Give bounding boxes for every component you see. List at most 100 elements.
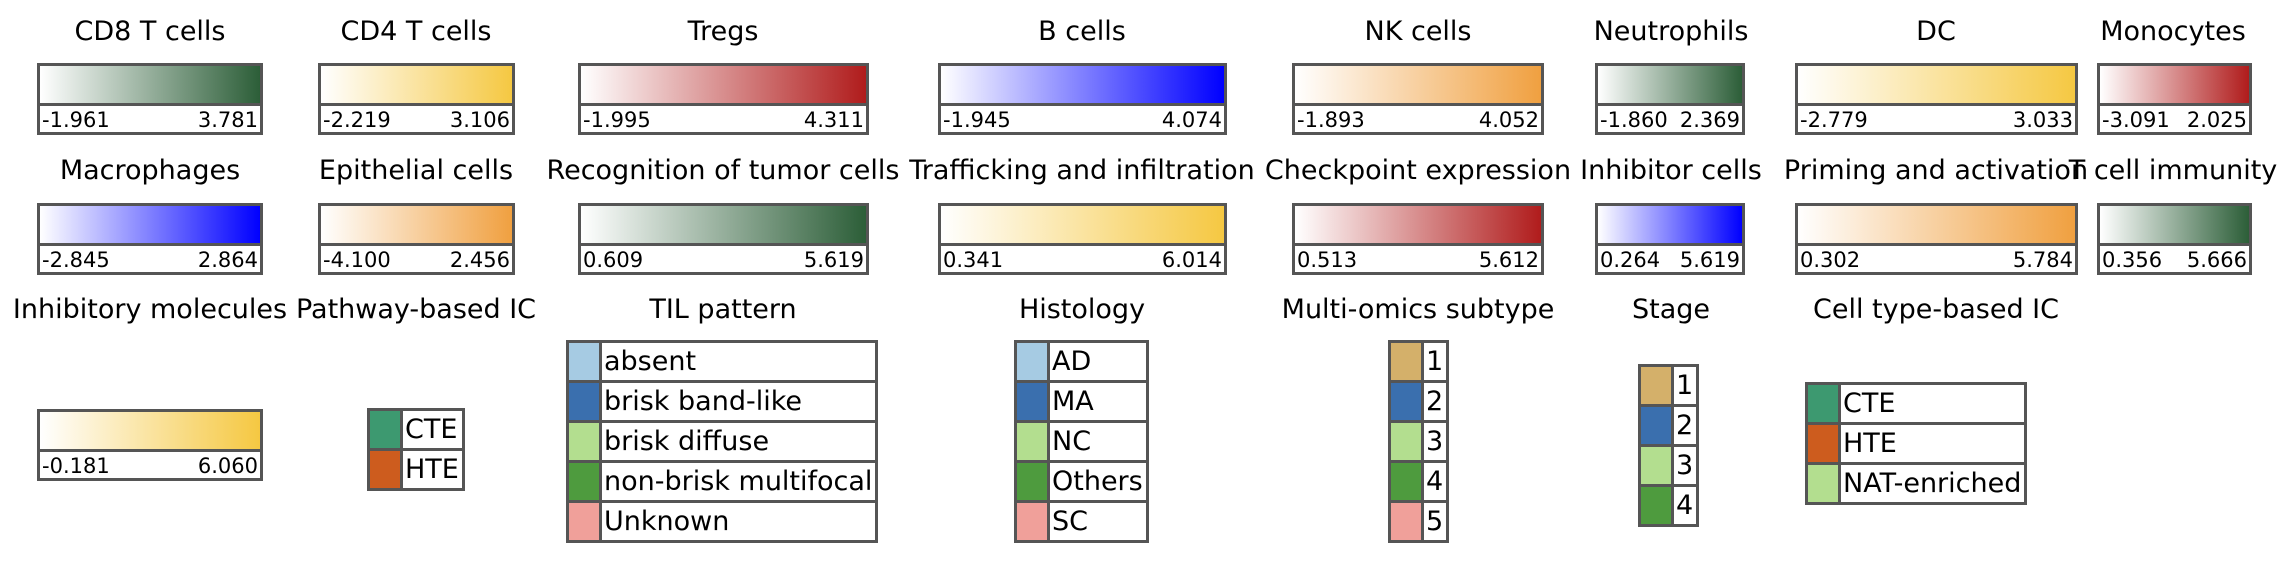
colorbar-max-label: 2.369 xyxy=(1679,108,1740,132)
colorbar-max-label: 5.619 xyxy=(1679,248,1740,272)
colorbar-min-label: 0.302 xyxy=(1800,248,1861,272)
legend-label: NAT-enriched xyxy=(1837,462,2028,505)
colorbar-gradient xyxy=(2100,206,2249,246)
colorbar-title: Checkpoint expression xyxy=(1264,155,1572,186)
legend-swatch xyxy=(1638,484,1674,527)
colorbar-max-label: 3.106 xyxy=(449,108,510,132)
colorbar: -3.091 2.025 xyxy=(2097,63,2252,135)
legend-swatch xyxy=(1388,380,1424,423)
colorbar: 0.513 5.612 xyxy=(1292,203,1544,275)
legend-table: CTE HTE xyxy=(367,408,465,491)
legend-title: Multi-omics subtype xyxy=(1281,294,1555,325)
legend-table: absent brisk band-like brisk diffuse non-br… xyxy=(566,340,879,543)
colorbar-min-label: 0.513 xyxy=(1297,248,1358,272)
legend-entry: Others xyxy=(1014,460,1149,503)
legend-label: HTE xyxy=(1837,422,2028,465)
colorbar-max-label: 5.619 xyxy=(803,248,864,272)
legend-entry: HTE xyxy=(1805,422,2028,465)
legend-swatch xyxy=(1388,500,1424,543)
legend-entry: non-brisk multifocal xyxy=(566,460,879,503)
legend-swatch xyxy=(566,460,602,503)
colorbar-gradient xyxy=(581,66,866,106)
colorbar-title: Neutrophils xyxy=(1593,16,1749,47)
legend-label: AD xyxy=(1047,340,1149,383)
legend-entry: HTE xyxy=(367,448,465,491)
legend-swatch xyxy=(1014,380,1050,423)
colorbar-gradient xyxy=(1295,206,1541,246)
colorbar: -1.893 4.052 xyxy=(1292,63,1544,135)
legend-swatch xyxy=(1014,500,1050,543)
legend-swatch xyxy=(1014,420,1050,463)
legend-entry: 5 xyxy=(1388,500,1450,543)
legend-swatch xyxy=(566,500,602,543)
colorbar-min-label: 0.356 xyxy=(2102,248,2163,272)
colorbar-title: NK cells xyxy=(1364,16,1472,47)
legend-label: Others xyxy=(1047,460,1149,503)
colorbar: -1.995 4.311 xyxy=(578,63,869,135)
legend-swatch xyxy=(1014,340,1050,383)
colorbar-gradient xyxy=(321,66,512,106)
colorbar-title: Monocytes xyxy=(2100,16,2246,47)
legend-swatch xyxy=(1014,460,1050,503)
colorbar-gradient xyxy=(40,66,260,106)
legend-label: 3 xyxy=(1670,444,1700,487)
legend-label: 1 xyxy=(1670,364,1700,407)
legend-table: AD MA NC Others SC xyxy=(1014,340,1149,543)
legend-label: 4 xyxy=(1670,484,1700,527)
legend-swatch xyxy=(1805,382,1841,425)
legend-entry: 2 xyxy=(1388,380,1450,423)
colorbar-min-label: -1.995 xyxy=(583,108,651,132)
colorbar-title: Inhibitor cells xyxy=(1580,155,1762,186)
colorbar-gradient xyxy=(1798,66,2075,106)
colorbar-max-label: 6.060 xyxy=(197,454,258,478)
legend-label: 2 xyxy=(1420,380,1450,423)
legend-swatch xyxy=(1388,340,1424,383)
legend-swatch xyxy=(367,408,403,451)
colorbar-title: Inhibitory molecules xyxy=(12,294,288,325)
colorbar-gradient xyxy=(1295,66,1541,106)
legend-swatch xyxy=(1388,420,1424,463)
colorbar-min-label: -3.091 xyxy=(2102,108,2170,132)
legend-label: non-brisk multifocal xyxy=(598,460,879,503)
legend-label: MA xyxy=(1047,380,1149,423)
colorbar: -2.779 3.033 xyxy=(1795,63,2078,135)
colorbar-min-label: -0.181 xyxy=(42,454,110,478)
legend-entry: 3 xyxy=(1388,420,1450,463)
legend-label: absent xyxy=(598,340,879,383)
legend-label: 1 xyxy=(1420,340,1450,383)
legend-entry: 2 xyxy=(1638,404,1700,447)
colorbar-max-label: 4.052 xyxy=(1478,108,1539,132)
colorbar-title: Priming and activation xyxy=(1783,155,2089,186)
colorbar-gradient xyxy=(321,206,512,246)
legend-swatch xyxy=(367,448,403,491)
colorbar: 0.609 5.619 xyxy=(578,203,869,275)
legend-entry: Unknown xyxy=(566,500,879,543)
colorbar-max-label: 2.456 xyxy=(449,248,510,272)
legend-label: brisk diffuse xyxy=(598,420,879,463)
colorbar-min-label: -1.945 xyxy=(943,108,1011,132)
colorbar-gradient xyxy=(581,206,866,246)
legend-entry: 3 xyxy=(1638,444,1700,487)
legend-entry: brisk diffuse xyxy=(566,420,879,463)
colorbar-title: CD8 T cells xyxy=(74,16,226,47)
legend-label: brisk band-like xyxy=(598,380,879,423)
legend-entry: brisk band-like xyxy=(566,380,879,423)
colorbar-title: Macrophages xyxy=(59,155,241,186)
colorbar: 0.356 5.666 xyxy=(2097,203,2252,275)
legend-swatch xyxy=(1805,422,1841,465)
legend-entry: CTE xyxy=(367,408,465,451)
colorbar: -1.961 3.781 xyxy=(37,63,263,135)
legend-entry: 4 xyxy=(1638,484,1700,527)
colorbar-min-label: -4.100 xyxy=(323,248,391,272)
legend-label: HTE xyxy=(400,448,465,491)
colorbar: -2.845 2.864 xyxy=(37,203,263,275)
legend-title: Pathway-based IC xyxy=(295,294,537,325)
legend-label: 2 xyxy=(1670,404,1700,447)
colorbar-title: T cell immunity xyxy=(2068,155,2278,186)
colorbar-title: Tregs xyxy=(687,16,759,47)
colorbar-min-label: -1.860 xyxy=(1600,108,1668,132)
colorbar-max-label: 3.781 xyxy=(197,108,258,132)
colorbar: 0.264 5.619 xyxy=(1595,203,1745,275)
